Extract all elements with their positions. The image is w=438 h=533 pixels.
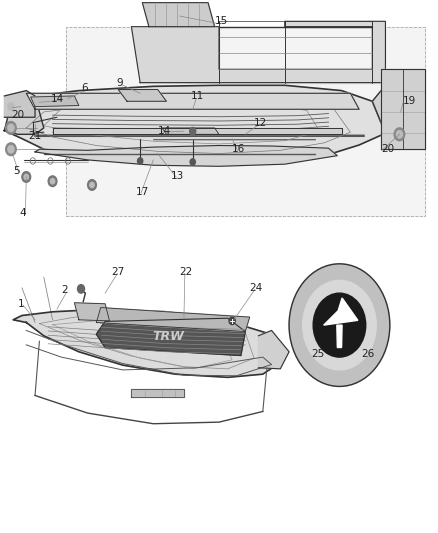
Circle shape [6, 143, 16, 156]
Circle shape [6, 100, 16, 113]
Polygon shape [96, 308, 250, 332]
Circle shape [78, 285, 85, 293]
Circle shape [6, 122, 16, 134]
Text: 19: 19 [403, 96, 416, 106]
Text: 9: 9 [116, 78, 123, 87]
Text: 6: 6 [81, 83, 88, 93]
Polygon shape [4, 96, 44, 134]
Circle shape [394, 128, 405, 141]
Polygon shape [74, 303, 110, 321]
Text: 5: 5 [13, 166, 20, 175]
Polygon shape [31, 96, 79, 107]
Text: 20: 20 [11, 110, 24, 119]
Text: 20: 20 [381, 144, 394, 154]
Polygon shape [142, 3, 215, 27]
Text: 11: 11 [191, 91, 204, 101]
Polygon shape [4, 91, 35, 117]
Polygon shape [26, 93, 359, 109]
Polygon shape [337, 325, 342, 348]
Circle shape [190, 159, 195, 165]
Text: 14: 14 [158, 126, 171, 135]
Text: 2: 2 [61, 286, 68, 295]
Circle shape [22, 172, 31, 182]
Text: 14: 14 [50, 94, 64, 103]
Polygon shape [13, 309, 280, 377]
Circle shape [8, 124, 14, 132]
Text: 17: 17 [136, 187, 149, 197]
Circle shape [50, 179, 55, 184]
Circle shape [48, 176, 57, 187]
Text: 27: 27 [112, 267, 125, 277]
Text: TRW: TRW [153, 330, 184, 343]
Circle shape [24, 174, 28, 180]
Text: 1: 1 [18, 299, 24, 309]
Circle shape [303, 280, 376, 370]
Circle shape [289, 264, 390, 386]
Text: 22: 22 [180, 267, 193, 277]
Circle shape [190, 127, 196, 135]
Polygon shape [35, 146, 337, 166]
Circle shape [8, 103, 14, 110]
Polygon shape [381, 69, 425, 149]
Circle shape [88, 180, 96, 190]
Text: 26: 26 [361, 350, 374, 359]
Text: 16: 16 [232, 144, 245, 154]
Polygon shape [372, 91, 403, 133]
Text: 13: 13 [171, 171, 184, 181]
Polygon shape [324, 298, 358, 325]
Polygon shape [66, 27, 425, 216]
Polygon shape [96, 318, 245, 356]
Polygon shape [118, 90, 166, 101]
Polygon shape [131, 389, 184, 397]
Polygon shape [53, 128, 342, 134]
Circle shape [138, 158, 143, 164]
Text: 25: 25 [311, 350, 324, 359]
Text: 21: 21 [28, 131, 42, 141]
Text: 12: 12 [254, 118, 267, 127]
Text: 4: 4 [20, 208, 26, 218]
Circle shape [396, 131, 403, 138]
Text: 24: 24 [250, 283, 263, 293]
Polygon shape [162, 128, 219, 134]
Circle shape [313, 293, 366, 357]
Circle shape [8, 146, 14, 153]
Polygon shape [4, 85, 385, 164]
Polygon shape [131, 21, 385, 83]
Polygon shape [258, 330, 289, 369]
Text: 15: 15 [215, 17, 228, 26]
Circle shape [90, 182, 94, 188]
Circle shape [229, 317, 235, 325]
